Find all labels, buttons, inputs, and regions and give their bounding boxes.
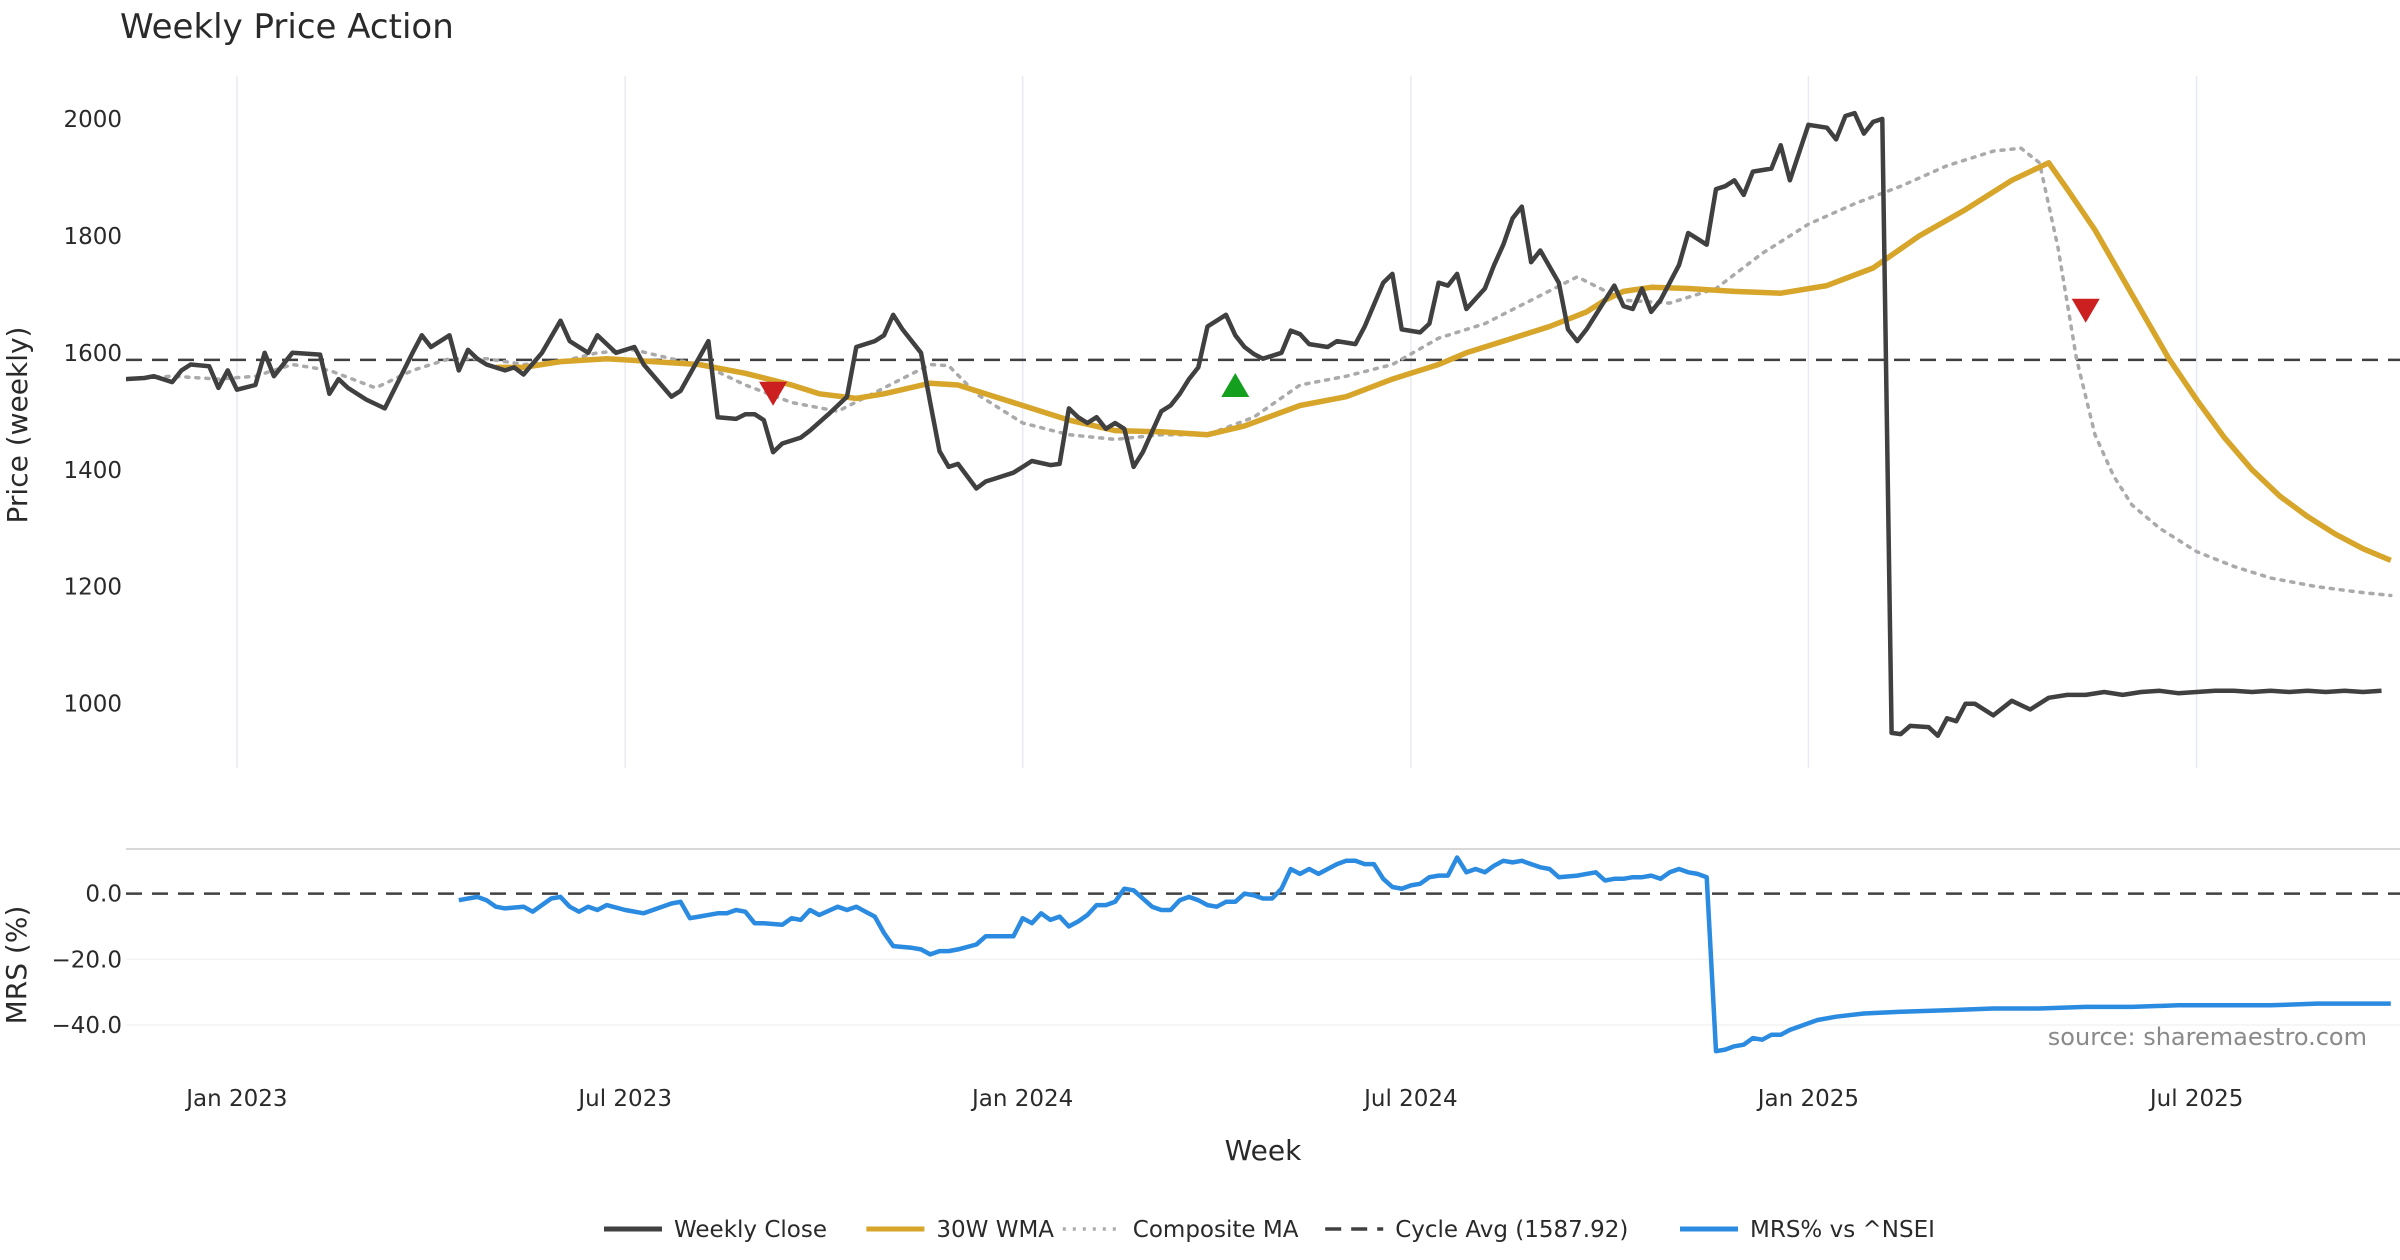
mrs-y-tick-label: −40.0 (52, 1013, 122, 1039)
chart-legend: Weekly Close 30W WMA Composite MA Cycle Avg… (604, 1217, 1935, 1243)
price-y-tick-label: 1000 (63, 692, 122, 718)
legend-label: Weekly Close (674, 1217, 827, 1243)
price-y-tick-label: 1200 (63, 575, 122, 601)
price-panel-grid (236, 76, 2198, 768)
legend-item-cycle-avg-1587-92: Cycle Avg (1587.92) (1325, 1217, 1628, 1243)
legend-label: 30W WMA (936, 1217, 1054, 1243)
x-tick-label: Jan 2024 (970, 1086, 1073, 1112)
mrs-vs-nsei-line (458, 855, 2391, 1054)
legend-item-weekly-close: Weekly Close (604, 1217, 827, 1243)
signal-markers (759, 298, 2100, 406)
source-attribution: source: sharemaestro.com (2048, 1023, 2367, 1051)
mrs-y-axis-label: MRS (%) (0, 906, 33, 1025)
x-tick-label: Jul 2024 (1362, 1086, 1458, 1112)
x-tick-label: Jan 2025 (1756, 1086, 1859, 1112)
price-series (126, 110, 2393, 739)
price-y-ticks: 1000 1200 1400 1600 1800 2000 (63, 107, 122, 718)
x-tick-label: Jul 2023 (576, 1086, 672, 1112)
x-axis-label: Week (1225, 1134, 1302, 1167)
mrs-panel-grid (126, 958, 2400, 1026)
mrs-y-tick-label: −20.0 (52, 947, 122, 973)
mrs-series (458, 855, 2391, 1054)
legend-item-composite-ma: Composite MA (1062, 1217, 1299, 1243)
price-y-tick-label: 1800 (63, 224, 122, 250)
30w-wma-line (495, 160, 2392, 563)
legend-item-30w-wma: 30W WMA (866, 1217, 1054, 1243)
weekly-close-line (126, 110, 2382, 739)
price-y-axis-label: Price (weekly) (1, 327, 34, 524)
x-tick-label: Jul 2025 (2148, 1086, 2244, 1112)
x-axis-ticks: Jan 2023 Jul 2023 Jan 2024 Jul 2024 Jan 2025… (184, 1086, 2243, 1112)
sell-signal-marker (759, 381, 788, 406)
chart-title: Weekly Price Action (120, 7, 454, 47)
x-tick-label: Jan 2023 (184, 1086, 287, 1112)
sell-signal-marker (2071, 298, 2100, 323)
legend-label: Composite MA (1133, 1217, 1299, 1243)
mrs-y-tick-label: 0.0 (85, 882, 122, 908)
price-y-tick-label: 1600 (63, 341, 122, 367)
buy-signal-marker (1221, 372, 1250, 397)
mrs-y-ticks: 0.0 −20.0 −40.0 (52, 882, 122, 1039)
price-y-tick-label: 1400 (63, 458, 122, 484)
price-y-tick-label: 2000 (63, 107, 122, 133)
legend-label: MRS% vs ^NSEI (1750, 1217, 1935, 1243)
legend-label: Cycle Avg (1587.92) (1395, 1217, 1628, 1243)
composite-ma-line (126, 146, 2393, 598)
legend-item-mrs-vs-nsei: MRS% vs ^NSEI (1680, 1217, 1935, 1243)
